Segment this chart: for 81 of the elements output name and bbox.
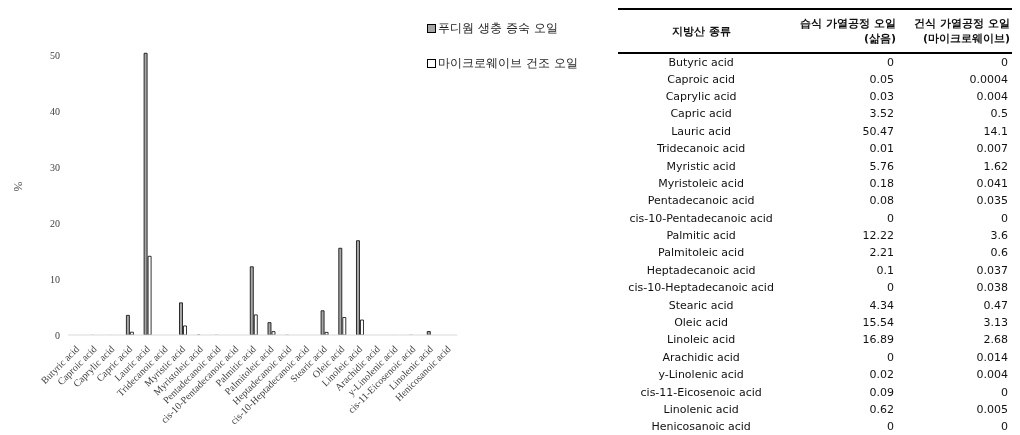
data-label: 3.13 [982,315,1009,332]
text: 습식 가열공정 오일 (삶음) [799,16,898,47]
data-label: 0.037 [975,262,1009,279]
data-label: 0 [1000,419,1009,435]
category-label: Caproic acid [666,71,737,88]
data-label: 0 [1000,210,1009,227]
data-label: 0 [886,419,896,435]
category-label: cis-10-Pentadecanoic acid [628,210,774,227]
category-label: Tridecanoic acid [655,141,747,158]
data-label: 0.0004 [968,71,1009,88]
data-label: 0 [886,280,896,297]
data-label: 15.54 [861,315,896,332]
category-label: Butyric acid [667,54,735,71]
data-label: 0 [1000,54,1009,71]
y-tick-label: 0 [55,329,60,341]
data-label: 0.038 [975,280,1009,297]
category-label: Heptadecanoic acid [645,262,757,279]
data-label: 0.47 [982,297,1009,314]
data-label: 0.004 [975,367,1009,384]
category-label: Palmitic acid [665,228,737,245]
bar [249,266,254,335]
data-label: 50.47 [861,123,896,140]
text: 건식 가열공정 오일 (마이크로웨이브) [913,16,1011,47]
data-label: 16.89 [861,332,896,349]
data-label: 0 [886,54,896,71]
data-label: 5.76 [868,158,896,175]
data-label: 0.03 [868,88,896,105]
data-label: 0.014 [975,349,1009,366]
data-label: 0.08 [868,193,896,210]
y-tick-label: 20 [50,217,60,229]
bar [267,322,272,335]
y-axis-title: % [10,181,25,192]
category-label: Myristoleic acid [657,175,745,192]
category-label: Linoleic acid [666,332,737,349]
data-label: 0.007 [975,141,1009,158]
data-label: 12.22 [861,228,896,245]
data-label: 0.05 [868,71,896,88]
data-label: 0.18 [868,175,896,192]
data-label: 0.1 [875,262,896,279]
data-label: 0.005 [975,402,1009,418]
data-label: 0.004 [975,88,1009,105]
data-label: 1.62 [982,158,1009,175]
data-label: 0.01 [868,141,896,158]
category-label: Palmitoleic acid [657,245,746,262]
data-label: 0 [1000,384,1009,401]
y-tick-label: 50 [50,50,60,62]
data-label: 0.62 [868,402,896,418]
bar [320,310,325,335]
category-label: Oleic acid [673,315,730,332]
legend-label: 푸디웜 생충 증숙 오일 [438,20,558,37]
data-label: 0.035 [975,193,1009,210]
category-label: Caprylic acid [664,88,738,105]
bar [126,314,130,335]
y-tick-label: 40 [50,106,60,118]
data-label: 0 [886,349,896,366]
data-label: 4.34 [868,297,896,314]
category-label: Capric acid [669,106,733,123]
legend-label: 마이크로웨이브 건조 오일 [438,55,578,72]
data-label: 0.6 [989,245,1009,262]
category-label: Pentadecanoic acid [646,193,756,210]
data-label: 14.1 [982,123,1009,140]
category-label: Lauric acid [670,123,732,140]
category-label: Myristic acid [665,158,737,175]
y-tick-label: 10 [50,273,60,285]
data-label: 3.6 [989,228,1009,245]
data-label: 3.52 [868,106,896,123]
data-label: 0.5 [989,106,1009,123]
category-label: cis-10-Heptadecanoic acid [627,280,775,297]
y-tick-label: 30 [50,162,60,174]
text: 지방산 종류 [670,23,732,40]
category-label: Stearic acid [667,297,735,314]
data-label: 0.09 [868,384,896,401]
data-label: 0.041 [975,175,1009,192]
bar [338,247,343,335]
data-label: 2.21 [868,245,896,262]
data-label: 0.02 [868,367,896,384]
data-label: 0 [886,210,896,227]
bar [143,52,148,335]
bar [356,240,360,335]
data-label: 2.68 [982,332,1009,349]
bar [179,302,183,335]
